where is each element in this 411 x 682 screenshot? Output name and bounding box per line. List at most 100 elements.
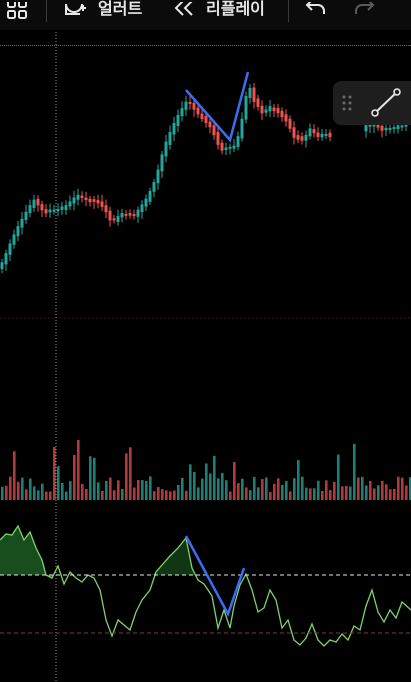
price-candle xyxy=(60,206,64,210)
price-candle xyxy=(16,226,20,237)
volume-bar xyxy=(121,489,124,500)
volume-bar xyxy=(329,490,332,500)
volume-bar xyxy=(69,481,72,500)
volume-bar xyxy=(381,480,384,500)
alert-button[interactable]: 얼러트 xyxy=(62,0,142,30)
volume-bar xyxy=(181,477,184,500)
price-candle xyxy=(216,131,220,145)
volume-bar xyxy=(29,478,32,500)
price-candle xyxy=(240,118,244,139)
price-candle xyxy=(56,209,60,212)
price-candle xyxy=(24,211,28,221)
drawing-toolbar[interactable] xyxy=(333,81,411,125)
volume-bar xyxy=(53,446,56,500)
volume-bar xyxy=(341,486,344,500)
redo-button[interactable] xyxy=(352,0,378,30)
volume-bar xyxy=(17,481,20,500)
volume-bar xyxy=(289,491,292,500)
volume-bar xyxy=(57,466,60,500)
trend-line-icon[interactable] xyxy=(369,87,403,123)
volume-bar xyxy=(217,478,220,500)
price-candle xyxy=(124,213,128,216)
volume-bar xyxy=(81,484,84,500)
volume-bar xyxy=(145,481,148,500)
volume-bar xyxy=(293,478,296,500)
volume-bar xyxy=(133,487,136,500)
price-candle xyxy=(148,191,152,202)
volume-bar xyxy=(185,490,188,500)
add-alert-icon xyxy=(62,2,90,28)
price-candle xyxy=(0,262,4,270)
price-candle xyxy=(248,87,252,98)
undo-icon xyxy=(304,0,330,28)
volume-bar xyxy=(33,486,36,500)
price-candle xyxy=(136,209,140,217)
volume-bar xyxy=(357,477,360,500)
price-candle xyxy=(280,110,284,118)
undo-button[interactable] xyxy=(304,0,330,30)
price-candle xyxy=(288,118,292,129)
price-candle xyxy=(400,125,404,128)
volume-bar xyxy=(409,477,411,500)
price-candle xyxy=(308,128,312,137)
volume-bar xyxy=(269,491,272,500)
price-candle xyxy=(304,134,308,141)
price-candle xyxy=(28,205,32,214)
price-candle xyxy=(224,147,228,151)
price-candle xyxy=(212,125,216,136)
price-candle xyxy=(184,101,188,110)
volume-bar xyxy=(137,480,140,500)
volume-bar xyxy=(245,487,248,500)
layout-button[interactable] xyxy=(6,0,28,30)
volume-bar xyxy=(401,477,404,500)
volume-bar xyxy=(249,490,252,500)
volume-bar xyxy=(265,477,268,500)
drag-handle-icon[interactable] xyxy=(342,95,352,115)
volume-bar xyxy=(101,490,104,500)
price-candle xyxy=(232,145,236,149)
price-candle xyxy=(100,201,104,207)
price-candle xyxy=(92,199,96,202)
price-candle xyxy=(52,209,56,212)
volume-bar xyxy=(9,476,12,500)
oscillator-pane xyxy=(0,524,411,647)
price-candle xyxy=(260,105,264,114)
volume-pane xyxy=(1,439,411,500)
price-candle xyxy=(296,135,300,140)
volume-bar xyxy=(153,491,156,500)
volume-bar xyxy=(157,487,160,500)
volume-bar xyxy=(261,479,264,500)
price-candle xyxy=(368,124,372,127)
price-candle xyxy=(300,136,304,141)
price-candle xyxy=(276,108,280,114)
price-candle xyxy=(112,218,116,221)
price-candle xyxy=(364,125,368,132)
price-candle xyxy=(20,218,24,228)
price-candle xyxy=(396,125,400,130)
volume-bar xyxy=(165,490,168,500)
volume-bar xyxy=(65,491,68,500)
volume-bar xyxy=(333,481,336,500)
price-candle xyxy=(156,169,160,184)
volume-bar xyxy=(41,483,44,500)
replay-label: 리플레이 xyxy=(206,0,265,18)
volume-bar xyxy=(345,485,348,500)
oscillator-positive-fill xyxy=(0,526,52,578)
replay-button[interactable]: 리플레이 xyxy=(172,0,265,30)
price-candle xyxy=(180,108,184,117)
volume-bar xyxy=(393,488,396,500)
price-candle xyxy=(104,205,108,213)
price-candle xyxy=(200,113,204,120)
price-candle xyxy=(404,124,408,127)
volume-bar xyxy=(209,473,212,500)
price-candle xyxy=(40,204,44,211)
volume-bar xyxy=(13,451,16,500)
volume-bar xyxy=(61,482,64,500)
volume-bar xyxy=(237,483,240,500)
price-candle xyxy=(192,102,196,110)
volume-bar xyxy=(389,489,392,500)
volume-bar xyxy=(85,489,88,500)
volume-bar xyxy=(5,485,8,500)
volume-bar xyxy=(169,491,172,500)
